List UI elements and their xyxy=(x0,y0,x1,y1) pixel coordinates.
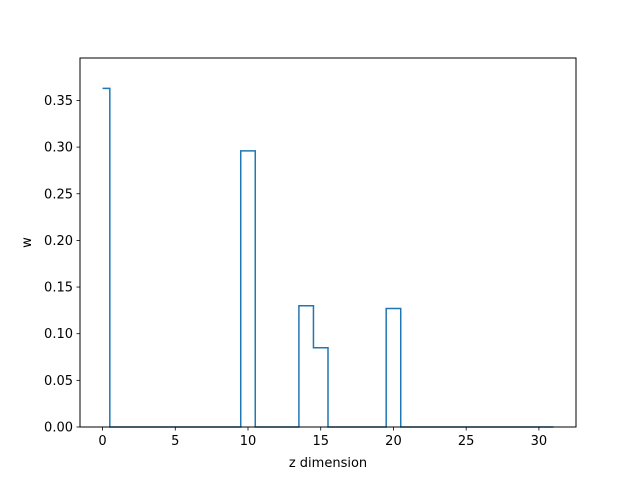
y-tick-label: 0.35 xyxy=(44,94,73,109)
x-axis-label: z dimension xyxy=(289,456,367,471)
y-tick-label: 0.30 xyxy=(44,141,73,156)
x-tick-label: 30 xyxy=(531,434,548,449)
x-tick-label: 25 xyxy=(458,434,475,449)
x-axis-ticks: 0 5 10 15 20 25 30 xyxy=(98,427,547,449)
y-tick-label: 0.10 xyxy=(44,327,73,342)
y-tick-label: 0.25 xyxy=(44,187,73,202)
y-tick-label: 0.05 xyxy=(44,374,73,389)
x-tick-label: 15 xyxy=(312,434,329,449)
x-tick-label: 0 xyxy=(98,434,106,449)
x-tick-label: 10 xyxy=(240,434,257,449)
y-axis-ticks: 0.00 0.05 0.10 0.15 0.20 0.25 0.30 0.35 xyxy=(44,94,80,436)
y-axis-label: w xyxy=(20,237,35,248)
y-tick-label: 0.20 xyxy=(44,234,73,249)
axes-frame xyxy=(79,57,577,428)
x-tick-label: 20 xyxy=(385,434,402,449)
x-tick-label: 5 xyxy=(171,434,179,449)
y-tick-label: 0.15 xyxy=(44,281,73,296)
y-tick-label: 0.00 xyxy=(44,421,73,436)
